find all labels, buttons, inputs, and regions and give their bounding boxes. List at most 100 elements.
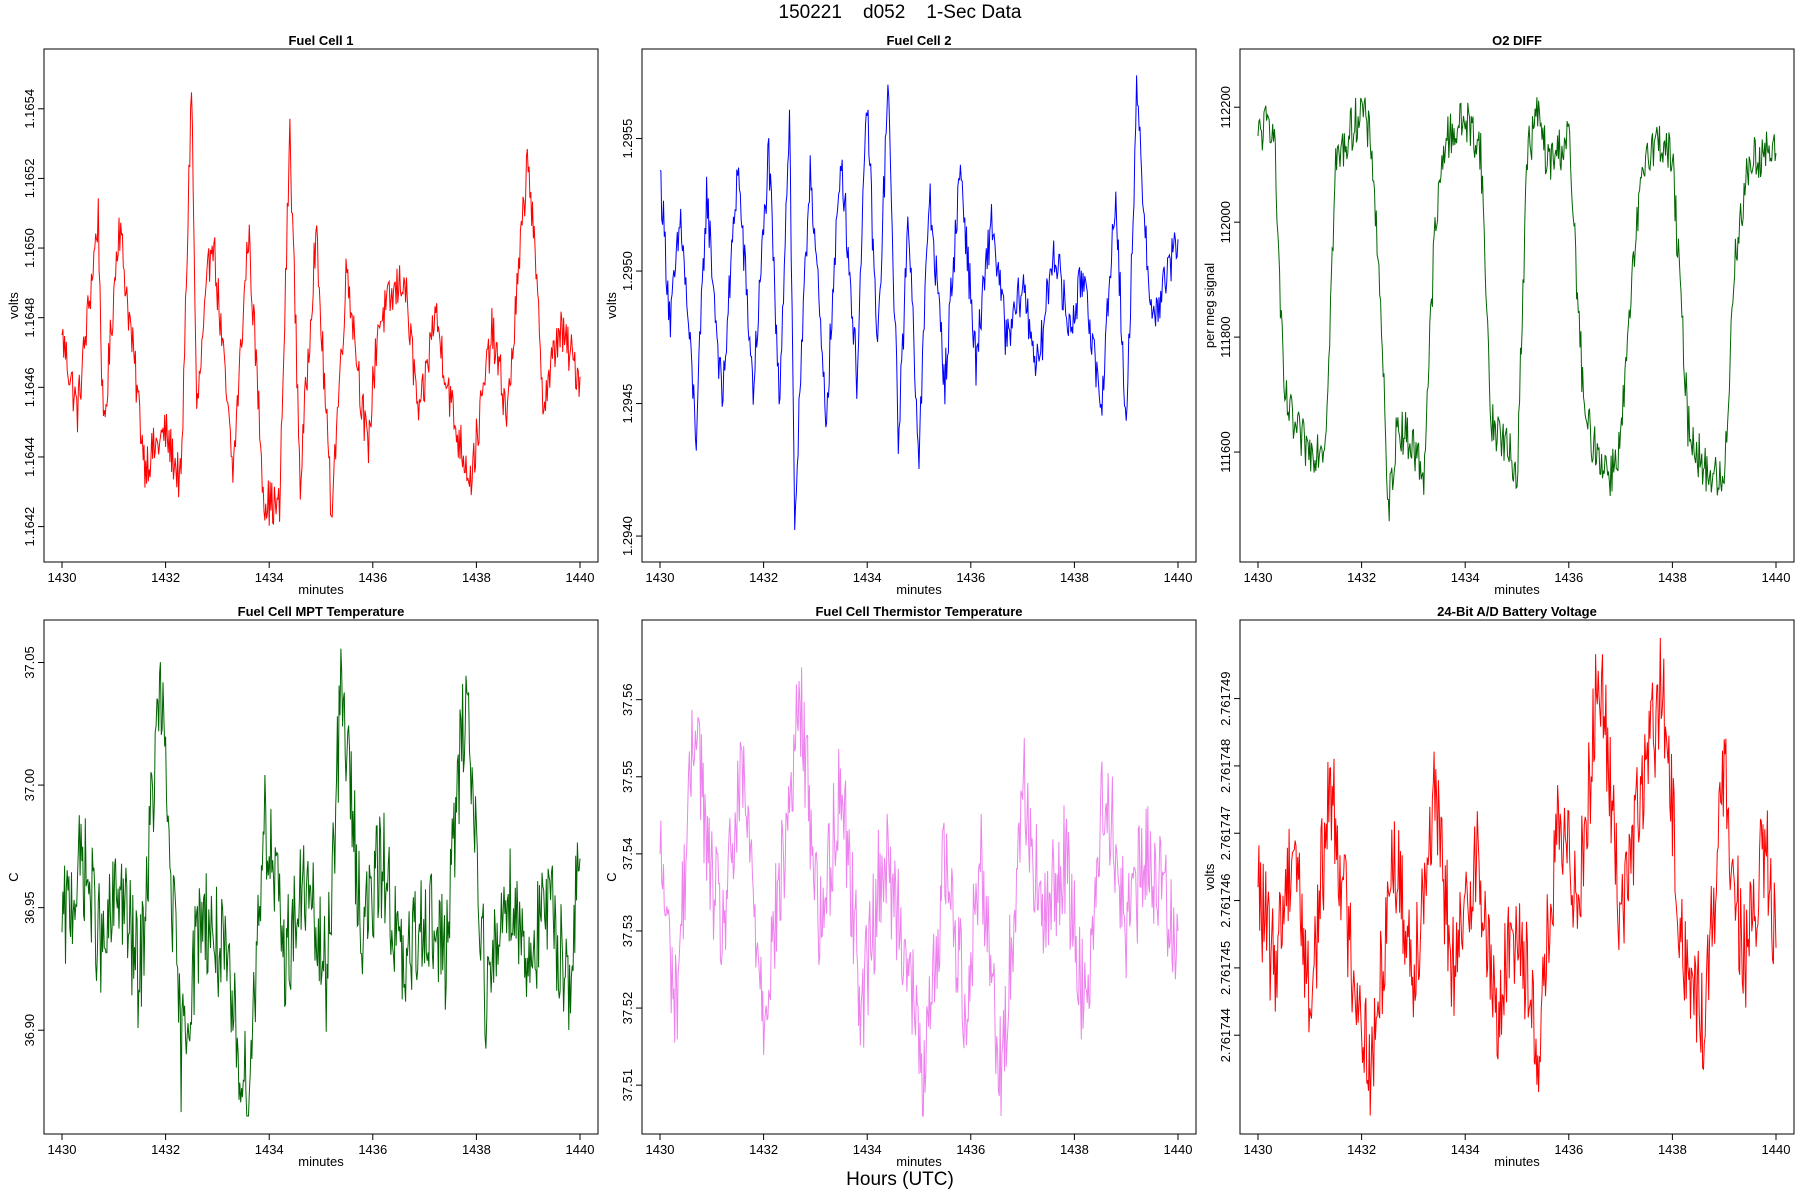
x-tick-label: 1438 (1658, 1142, 1687, 1157)
chart-title: O2 DIFF (1492, 33, 1542, 48)
x-tick-label: 1436 (1554, 570, 1583, 585)
x-tick-label: 1434 (1451, 1142, 1480, 1157)
chart-title: Fuel Cell 1 (288, 33, 353, 48)
y-tick-label: 2.761747 (1218, 806, 1233, 860)
y-axis-label: C (604, 872, 619, 881)
y-tick-label: 2.761744 (1218, 1008, 1233, 1062)
series-line (61, 92, 581, 526)
y-axis-label: per meg signal (1202, 263, 1217, 348)
series-line (1257, 637, 1777, 1116)
x-tick-label: 1434 (1451, 570, 1480, 585)
x-axis-label: minutes (1494, 582, 1540, 597)
x-tick-label: 1430 (48, 1142, 77, 1157)
y-axis-label: volts (1202, 863, 1217, 890)
plot-frame (43, 48, 599, 563)
plot-frame (641, 48, 1197, 563)
y-tick-label: 1.1644 (22, 437, 37, 477)
x-tick-label: 1430 (646, 1142, 675, 1157)
y-tick-label: 1.1654 (22, 89, 37, 129)
series-line (1257, 97, 1777, 522)
y-tick-label: 37.54 (620, 838, 635, 871)
x-tick-label: 1436 (1554, 1142, 1583, 1157)
x-tick-label: 1430 (48, 570, 77, 585)
series-line (659, 667, 1179, 1117)
plot-frame (641, 619, 1197, 1135)
y-tick-label: 2.761745 (1218, 941, 1233, 995)
y-tick-label: 37.52 (620, 992, 635, 1025)
x-tick-label: 1440 (566, 1142, 595, 1157)
y-tick-label: 1.1650 (22, 228, 37, 268)
x-tick-label: 1436 (956, 570, 985, 585)
y-tick-label: 112000 (1218, 201, 1233, 243)
x-tick-label: 1434 (255, 1142, 284, 1157)
x-tick-label: 1438 (1060, 570, 1089, 585)
x-tick-label: 1432 (151, 570, 180, 585)
y-tick-label: 1.1648 (22, 298, 37, 338)
x-axis-label: minutes (298, 582, 344, 597)
x-axis-label: minutes (896, 582, 942, 597)
x-tick-label: 1430 (646, 570, 675, 585)
x-axis-label: minutes (1494, 1154, 1540, 1169)
chart-panel: Fuel Cell MPT Temperature 1430 1432 1434 143… (6, 604, 599, 1169)
x-tick-label: 1434 (255, 570, 284, 585)
x-tick-label: 1436 (358, 1142, 387, 1157)
y-axis-label: C (6, 872, 21, 881)
y-tick-label: 37.05 (22, 646, 37, 679)
x-tick-label: 1434 (853, 1142, 882, 1157)
x-axis-title: Hours (UTC) (846, 1169, 954, 1190)
y-tick-label: 36.90 (22, 1014, 37, 1047)
x-tick-label: 1440 (566, 570, 595, 585)
main-title: 150221 d052 1-Sec Data (778, 2, 1022, 23)
y-tick-label: 1.2955 (620, 119, 635, 159)
y-axis-label: volts (604, 292, 619, 319)
x-tick-label: 1440 (1164, 570, 1193, 585)
x-tick-label: 1438 (462, 1142, 491, 1157)
x-tick-label: 1430 (1244, 1142, 1273, 1157)
x-axis-label: minutes (298, 1154, 344, 1169)
x-tick-label: 1432 (749, 570, 778, 585)
chart-panel: 24-Bit A/D Battery Voltage 1430 1432 1434 14… (1202, 604, 1795, 1169)
chart-title: Fuel Cell Thermistor Temperature (815, 604, 1022, 619)
chart-title: Fuel Cell MPT Temperature (238, 604, 405, 619)
series-line (61, 648, 581, 1117)
x-tick-label: 1432 (151, 1142, 180, 1157)
y-axis-label: volts (6, 292, 21, 319)
series-line (659, 75, 1179, 531)
y-tick-label: 37.51 (620, 1069, 635, 1102)
y-tick-label: 111600 (1218, 431, 1233, 472)
chart-panel: O2 DIFF 1430 1432 1434 1436 1438 1440 minutes 11… (1202, 33, 1795, 597)
chart-title: 24-Bit A/D Battery Voltage (1437, 604, 1597, 619)
y-tick-label: 37.55 (620, 761, 635, 794)
x-tick-label: 1436 (956, 1142, 985, 1157)
x-tick-label: 1434 (853, 570, 882, 585)
chart-title: Fuel Cell 2 (886, 33, 951, 48)
y-tick-label: 36.95 (22, 891, 37, 924)
x-tick-label: 1432 (1347, 570, 1376, 585)
x-tick-label: 1438 (1658, 570, 1687, 585)
y-tick-label: 111800 (1218, 316, 1233, 357)
y-tick-label: 2.761746 (1218, 873, 1233, 927)
plot-frame (1239, 619, 1795, 1135)
y-tick-label: 1.1642 (22, 507, 37, 547)
x-axis-label: minutes (896, 1154, 942, 1169)
plot-frame (1239, 48, 1795, 563)
y-tick-label: 37.56 (620, 683, 635, 716)
y-tick-label: 37.00 (22, 769, 37, 802)
x-tick-label: 1432 (1347, 1142, 1376, 1157)
y-tick-label: 1.2950 (620, 251, 635, 291)
y-tick-label: 112200 (1218, 86, 1233, 128)
plot-frame (43, 619, 599, 1135)
y-tick-label: 2.761749 (1218, 671, 1233, 725)
x-tick-label: 1436 (358, 570, 387, 585)
y-tick-label: 37.53 (620, 915, 635, 948)
y-tick-label: 1.2940 (620, 516, 635, 556)
chart-panel: Fuel Cell Thermistor Temperature 1430 1432… (604, 604, 1197, 1169)
x-tick-label: 1438 (1060, 1142, 1089, 1157)
chart-panel: Fuel Cell 1 1430 1432 1434 1436 1438 1440 minut… (6, 33, 599, 597)
x-tick-label: 1440 (1164, 1142, 1193, 1157)
y-tick-label: 1.1652 (22, 159, 37, 199)
y-tick-label: 2.761748 (1218, 739, 1233, 793)
y-tick-label: 1.1646 (22, 367, 37, 407)
x-tick-label: 1432 (749, 1142, 778, 1157)
